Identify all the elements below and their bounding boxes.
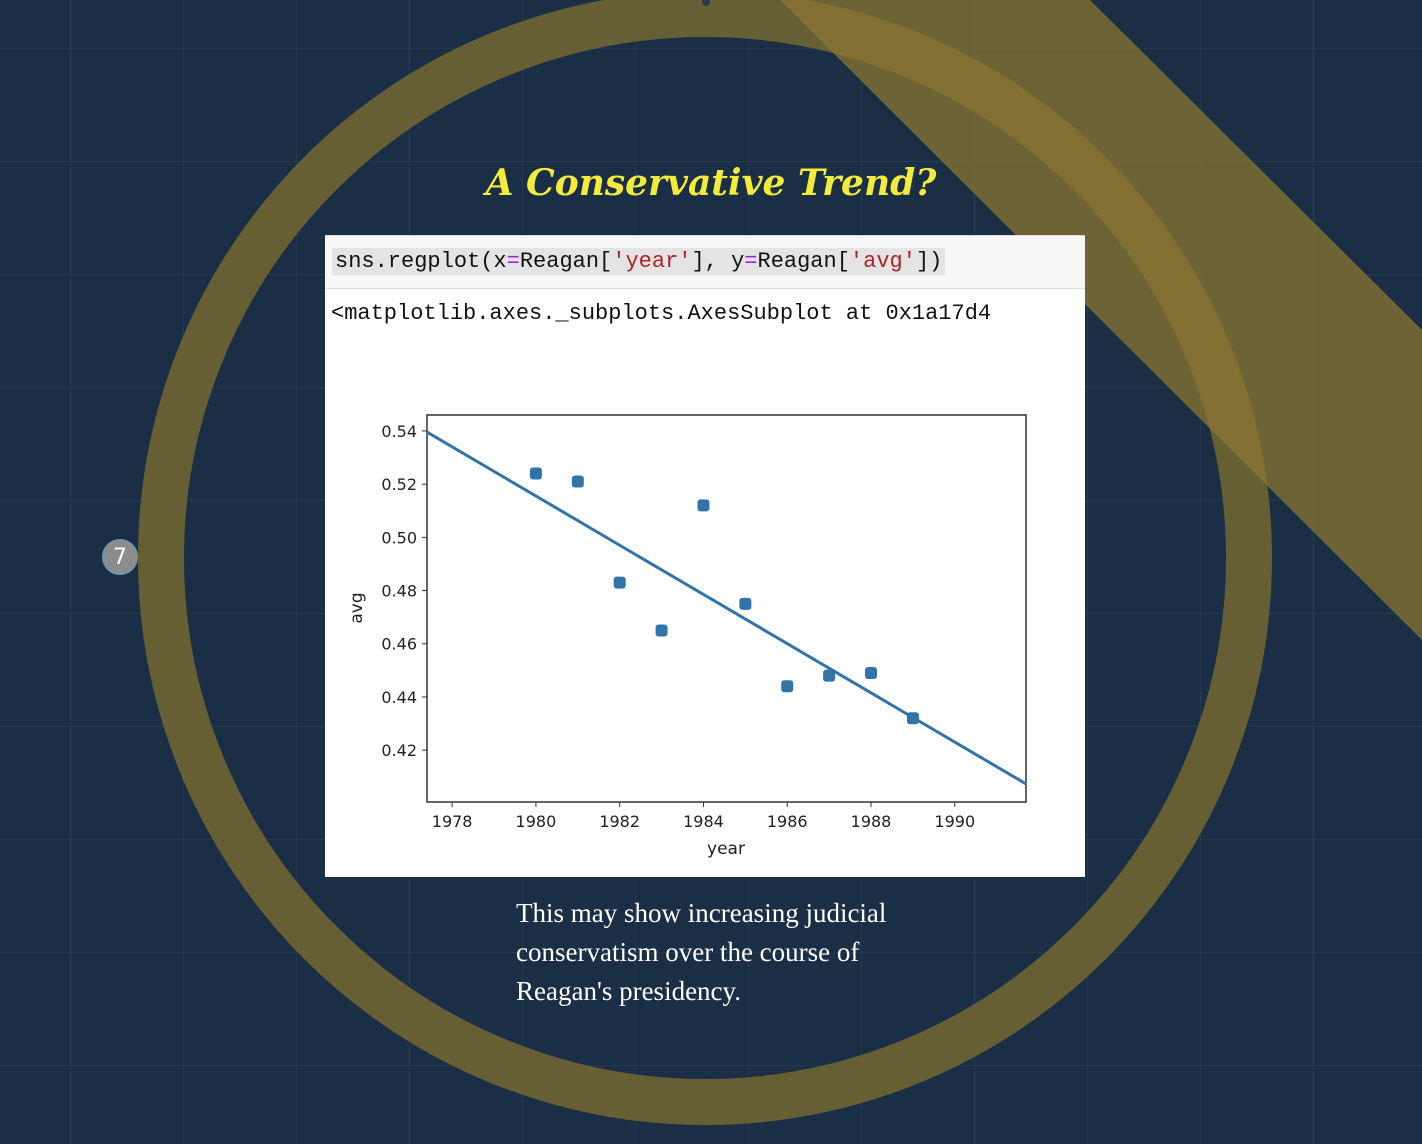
x-tick-label: 1980 (516, 812, 557, 831)
y-tick-label: 0.52 (381, 475, 417, 494)
y-tick-label: 0.50 (381, 528, 417, 547)
data-point (697, 499, 710, 512)
gold-ring (138, 0, 1272, 1125)
data-point (739, 597, 752, 610)
slide-number-badge[interactable]: 7 (102, 539, 138, 575)
code-token: ], y (691, 249, 745, 274)
x-tick-label: 1978 (432, 812, 473, 831)
data-point (823, 669, 836, 682)
x-tick-label: 1986 (767, 812, 808, 831)
code-token: Reagan[ (757, 249, 850, 274)
code-token: sns.regplot(x (335, 249, 507, 274)
data-point (781, 680, 794, 693)
regression-line (426, 430, 1027, 786)
x-axis-label: year (707, 839, 745, 859)
code-token: 'year' (612, 249, 692, 274)
data-point (655, 624, 668, 637)
data-point (529, 467, 542, 480)
gold-band (780, 0, 1422, 640)
regplot-chart: year avg 1978 1980 1982 1984 1986 1988 1990 0.4… (347, 414, 1027, 859)
plot-frame (426, 414, 1027, 803)
code-token: = (506, 249, 520, 274)
code-token: 'avg' (849, 249, 916, 274)
data-point (571, 475, 584, 488)
y-tick-label: 0.54 (381, 422, 417, 441)
y-axis-label: avg (347, 592, 367, 623)
x-tick-label: 1984 (683, 812, 724, 831)
data-point (613, 576, 626, 589)
y-tick-label: 0.48 (381, 582, 417, 601)
code-cell: sns.regplot(x=Reagan['year'], y=Reagan['… (325, 235, 1085, 289)
data-point (906, 712, 919, 725)
x-tick-label: 1988 (851, 812, 892, 831)
code-token: ]) (915, 249, 943, 274)
code-line: sns.regplot(x=Reagan['year'], y=Reagan['… (332, 248, 946, 275)
code-token: Reagan[ (519, 249, 613, 274)
code-token: = (744, 249, 758, 274)
x-tick-label: 1990 (934, 812, 975, 831)
y-tick-label: 0.44 (381, 688, 417, 707)
cell-output: <matplotlib.axes._subplots.AxesSubplot a… (331, 301, 992, 326)
slide-title: A Conservative Trend? (485, 162, 937, 204)
x-tick-label: 1982 (599, 812, 640, 831)
ring-top-dot (702, 0, 710, 6)
notebook-screenshot: sns.regplot(x=Reagan['year'], y=Reagan['… (325, 235, 1085, 877)
data-point (865, 667, 878, 679)
slide-caption: This may show increasing judicial conser… (516, 898, 887, 1006)
y-tick-label: 0.42 (381, 741, 417, 760)
y-tick-label: 0.46 (381, 635, 417, 654)
